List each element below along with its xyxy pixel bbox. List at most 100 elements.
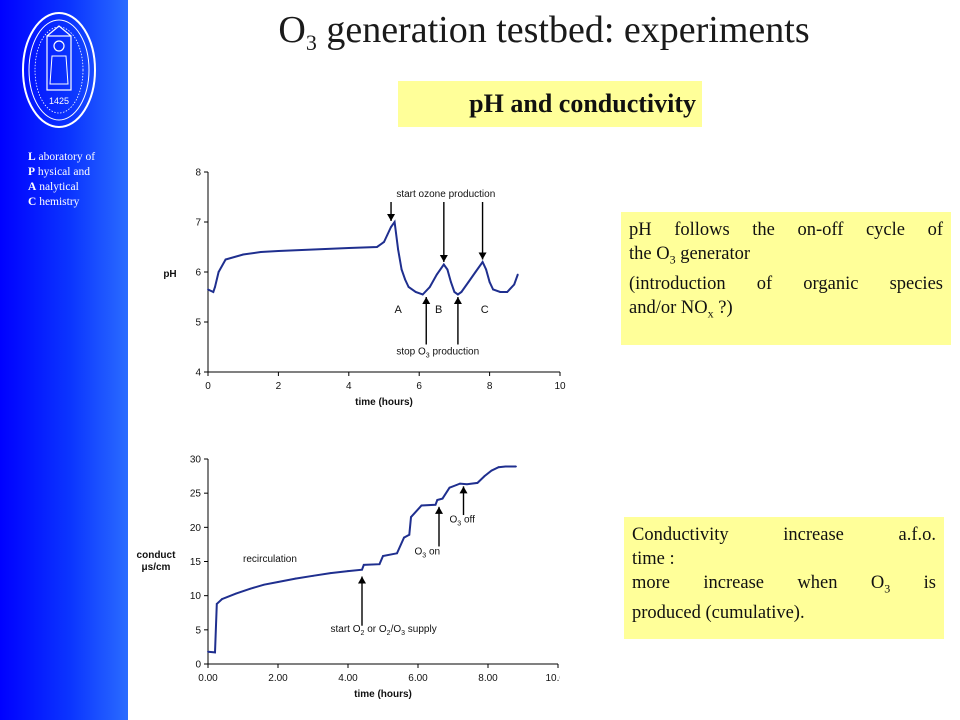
- data-point: [476, 482, 479, 484]
- data-point: [221, 598, 223, 600]
- x-tick-label: 2: [276, 381, 282, 392]
- annotation-cycle-a: A: [395, 304, 403, 316]
- x-tick-label: 6: [416, 381, 422, 392]
- data-point: [499, 291, 502, 293]
- y-tick-label: 7: [195, 218, 201, 229]
- arrow-o3-off-head: [459, 486, 468, 494]
- lab-line: C hemistry: [28, 196, 80, 208]
- data-point: [485, 268, 487, 271]
- data-point: [492, 288, 495, 291]
- y-tick-label: 25: [190, 489, 202, 500]
- x-tick-label: 2.00: [268, 673, 288, 684]
- data-point: [515, 465, 517, 468]
- data-point: [436, 499, 439, 501]
- data-point: [516, 273, 519, 276]
- page-title: O3 generation testbed: experiments: [278, 9, 810, 55]
- data-point: [466, 483, 468, 486]
- x-tick-label: 0.00: [198, 673, 218, 684]
- data-point: [459, 482, 461, 485]
- laboratory-name: L aboratory of P hysical and A nalytical…: [28, 150, 95, 210]
- data-point: [217, 271, 220, 273]
- arrow-peak-b-head: [439, 255, 448, 262]
- ph-note-line: the O3 generator: [629, 244, 751, 267]
- lab-line: L aboratory of: [28, 151, 96, 163]
- annotation-o3-off: O3​ off: [450, 515, 476, 528]
- arrow-stop-2-head: [453, 297, 462, 304]
- y-tick-label: 0: [195, 660, 201, 671]
- data-point: [376, 246, 378, 248]
- y-tick-label: 10: [190, 591, 202, 602]
- data-point: [259, 251, 262, 253]
- data-point: [214, 651, 216, 654]
- y-tick-label: 5: [195, 318, 201, 329]
- data-point: [382, 555, 384, 557]
- y-tick-label: 4: [195, 368, 201, 379]
- data-point: [329, 572, 332, 575]
- data-point: [449, 281, 452, 283]
- annotation-cycle-b: B: [435, 304, 442, 316]
- data-point: [312, 248, 315, 251]
- data-point: [404, 278, 407, 281]
- cond-note-line: Conductivity increase a.f.o.: [632, 525, 936, 545]
- data-point: [421, 293, 424, 296]
- university-seal-logo: 1425: [22, 12, 96, 128]
- data-point: [386, 233, 389, 236]
- data-point: [277, 581, 279, 583]
- arrow-peak-c-head: [478, 252, 487, 260]
- data-point: [312, 574, 314, 577]
- data-point: [474, 271, 477, 273]
- series-line: [207, 465, 516, 654]
- data-point: [455, 484, 458, 486]
- data-point: [442, 263, 445, 266]
- data-point: [453, 291, 456, 293]
- data-point: [408, 533, 411, 536]
- data-point: [215, 602, 218, 605]
- data-point: [207, 288, 209, 291]
- data-point: [207, 650, 209, 653]
- ph-chart: 4 5 6 7 8 0 2 4 6 8 10 time (hours) pH start ozone pr…: [163, 168, 566, 409]
- data-point: [428, 286, 431, 288]
- y-tick-label: 6: [195, 268, 201, 279]
- data-point: [506, 291, 509, 293]
- data-point: [362, 564, 365, 566]
- y-tick-label: 30: [190, 455, 202, 466]
- data-point: [378, 563, 381, 566]
- data-point: [410, 516, 412, 518]
- ph-note-line: and/or NOx ?): [629, 297, 733, 321]
- data-point: [504, 465, 507, 468]
- ph-note-line: pH follows the on-off cycle of: [629, 220, 943, 240]
- x-axis-label: time (hours): [354, 689, 412, 700]
- arrow-start-supply-head: [358, 576, 366, 584]
- data-point: [414, 291, 417, 293]
- x-axis-label: time (hours): [355, 397, 413, 408]
- data-point: [435, 273, 438, 276]
- x-tick-label: 6.00: [408, 673, 428, 684]
- data-point: [396, 552, 398, 555]
- x-tick-label: 10.00: [545, 673, 560, 684]
- cond-note-line: more increase when O3 is: [632, 573, 936, 596]
- annotation-stop-o3: stop O3​ production: [396, 347, 479, 360]
- data-point: [400, 268, 403, 271]
- x-tick-label: 8: [487, 381, 493, 392]
- y-axis-label: pH: [163, 269, 176, 280]
- y-axis-label: conduct: [137, 550, 177, 561]
- data-point: [347, 247, 350, 249]
- data-point: [446, 268, 449, 271]
- data-point: [294, 577, 297, 580]
- conductivity-chart: 0 5 10 15 20 25 30 0.00 2.00 4.00 6.00 8.00 10.00 tim…: [137, 455, 560, 701]
- y-tick-label: 8: [195, 168, 201, 179]
- data-point: [361, 568, 363, 571]
- annotation-start-ozone: start ozone production: [396, 189, 495, 200]
- cond-note-line: time :: [632, 549, 675, 569]
- data-point: [249, 587, 251, 590]
- data-point: [460, 291, 463, 293]
- cond-note-line: produced (cumulative).: [632, 602, 805, 623]
- x-tick-label: 10: [554, 381, 566, 392]
- ph-note: pH follows the on-off cycle of the O3 ge…: [621, 212, 951, 345]
- data-point: [490, 469, 493, 472]
- data-point: [488, 281, 491, 283]
- x-tick-label: 8.00: [478, 673, 498, 684]
- data-point: [483, 475, 486, 477]
- arrow-start-ozone-head: [387, 214, 396, 221]
- data-point: [390, 226, 392, 228]
